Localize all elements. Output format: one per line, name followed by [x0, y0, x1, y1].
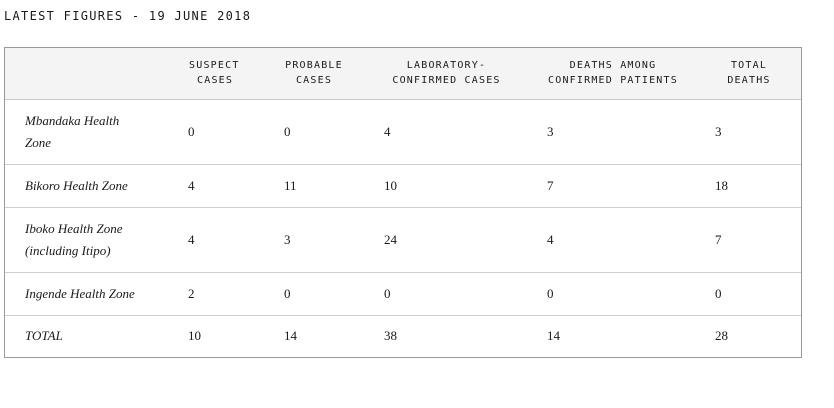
header-lab-confirmed-cases: LABORATORY- CONFIRMED CASES — [364, 48, 529, 100]
zone-line: Zone — [25, 134, 51, 150]
zone-cell: Mbandaka Health Zone — [5, 99, 168, 165]
header-probable-line2: CASES — [295, 75, 333, 87]
probable-cases-cell: 0 — [264, 99, 364, 165]
zone-line: Iboko Health Zone — [25, 220, 123, 236]
deaths-confirmed-cell: 4 — [529, 207, 697, 273]
suspect-cases-cell: 2 — [168, 272, 264, 316]
header-suspect-line2: CASES — [197, 75, 234, 87]
header-deaths-confirmed: DEATHS AMONG CONFIRMED PATIENTS — [529, 48, 697, 100]
total-label-cell: TOTAL — [5, 315, 168, 357]
header-lab-line2: CONFIRMED CASES — [392, 75, 501, 87]
probable-cases-cell: 3 — [264, 207, 364, 273]
suspect-cases-cell: 4 — [168, 164, 264, 208]
table-row: Ingende Health Zone 2 0 0 0 0 — [5, 272, 801, 316]
zone-line: Ingende Health Zone — [25, 285, 135, 301]
probable-cases-cell: 11 — [264, 164, 364, 208]
header-suspect-line1: SUSPECT — [189, 60, 240, 72]
header-total-deaths: TOTAL DEATHS — [697, 48, 801, 100]
zone-line: (including Itipo) — [25, 242, 111, 258]
table-row: Iboko Health Zone (including Itipo) 4 3 … — [5, 207, 801, 273]
total-deaths-cell: 18 — [697, 164, 801, 208]
table-header-row: SUSPECT CASES PROBABLE CASES LABORATORY-… — [5, 48, 801, 100]
total-deaths-cell: 7 — [697, 207, 801, 273]
deaths-confirmed-cell: 0 — [529, 272, 697, 316]
lab-confirmed-cell: 4 — [364, 99, 529, 165]
lab-confirmed-cell: 10 — [364, 164, 529, 208]
table-row: Mbandaka Health Zone 0 0 4 3 3 — [5, 99, 801, 165]
figures-table: SUSPECT CASES PROBABLE CASES LABORATORY-… — [4, 47, 802, 358]
total-label: TOTAL — [25, 328, 63, 344]
page-title: LATEST FIGURES - 19 JUNE 2018 — [4, 9, 252, 23]
header-probable-line1: PROBABLE — [285, 60, 343, 72]
suspect-cases-cell: 10 — [188, 328, 201, 344]
total-deaths-cell: 28 — [715, 328, 728, 344]
probable-cases-cell: 14 — [284, 328, 297, 344]
suspect-cases-cell: 4 — [168, 207, 264, 273]
lab-confirmed-cell: 38 — [384, 328, 397, 344]
deaths-confirmed-cell: 7 — [529, 164, 697, 208]
table-total-row: TOTAL 10 14 38 14 28 — [5, 315, 801, 357]
header-deaths-confirmed-line2: CONFIRMED PATIENTS — [548, 75, 678, 87]
suspect-cases-cell: 0 — [168, 99, 264, 165]
header-deaths-confirmed-line1: DEATHS AMONG — [569, 60, 657, 72]
lab-confirmed-cell: 0 — [364, 272, 529, 316]
zone-cell: Ingende Health Zone — [5, 272, 168, 316]
total-deaths-cell: 0 — [697, 272, 801, 316]
zone-cell: Iboko Health Zone (including Itipo) — [5, 207, 168, 273]
table-row: Bikoro Health Zone 4 11 10 7 18 — [5, 164, 801, 208]
lab-confirmed-cell: 24 — [364, 207, 529, 273]
header-total-deaths-line2: DEATHS — [727, 75, 771, 87]
header-suspect-cases: SUSPECT CASES — [168, 48, 264, 100]
zone-line: Bikoro Health Zone — [25, 177, 128, 193]
header-zone — [5, 48, 168, 100]
total-deaths-cell: 3 — [697, 99, 801, 165]
zone-cell: Bikoro Health Zone — [5, 164, 168, 208]
deaths-confirmed-cell: 3 — [529, 99, 697, 165]
zone-line: Mbandaka Health — [25, 112, 120, 128]
header-lab-line1: LABORATORY- — [406, 60, 487, 72]
deaths-confirmed-cell: 14 — [547, 328, 560, 344]
header-probable-cases: PROBABLE CASES — [264, 48, 364, 100]
probable-cases-cell: 0 — [264, 272, 364, 316]
header-total-deaths-line1: TOTAL — [730, 60, 768, 72]
